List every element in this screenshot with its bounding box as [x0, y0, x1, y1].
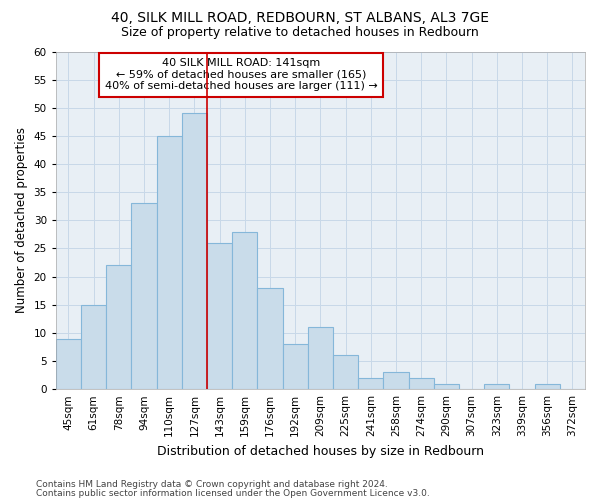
Bar	[157, 136, 182, 389]
Bar	[535, 384, 560, 389]
Text: 40, SILK MILL ROAD, REDBOURN, ST ALBANS, AL3 7GE: 40, SILK MILL ROAD, REDBOURN, ST ALBANS,…	[111, 11, 489, 25]
Bar	[182, 114, 207, 389]
Bar	[383, 372, 409, 389]
Bar	[207, 243, 232, 389]
Text: 40 SILK MILL ROAD: 141sqm
← 59% of detached houses are smaller (165)
40% of semi: 40 SILK MILL ROAD: 141sqm ← 59% of detac…	[104, 58, 377, 92]
X-axis label: Distribution of detached houses by size in Redbourn: Distribution of detached houses by size …	[157, 444, 484, 458]
Bar	[106, 266, 131, 389]
Bar	[232, 232, 257, 389]
Bar	[434, 384, 459, 389]
Bar	[131, 204, 157, 389]
Bar	[333, 356, 358, 389]
Y-axis label: Number of detached properties: Number of detached properties	[15, 128, 28, 314]
Bar	[283, 344, 308, 389]
Bar	[358, 378, 383, 389]
Bar	[308, 328, 333, 389]
Bar	[409, 378, 434, 389]
Bar	[56, 338, 81, 389]
Bar	[257, 288, 283, 389]
Bar	[81, 305, 106, 389]
Text: Size of property relative to detached houses in Redbourn: Size of property relative to detached ho…	[121, 26, 479, 39]
Text: Contains public sector information licensed under the Open Government Licence v3: Contains public sector information licen…	[36, 488, 430, 498]
Text: Contains HM Land Registry data © Crown copyright and database right 2024.: Contains HM Land Registry data © Crown c…	[36, 480, 388, 489]
Bar	[484, 384, 509, 389]
